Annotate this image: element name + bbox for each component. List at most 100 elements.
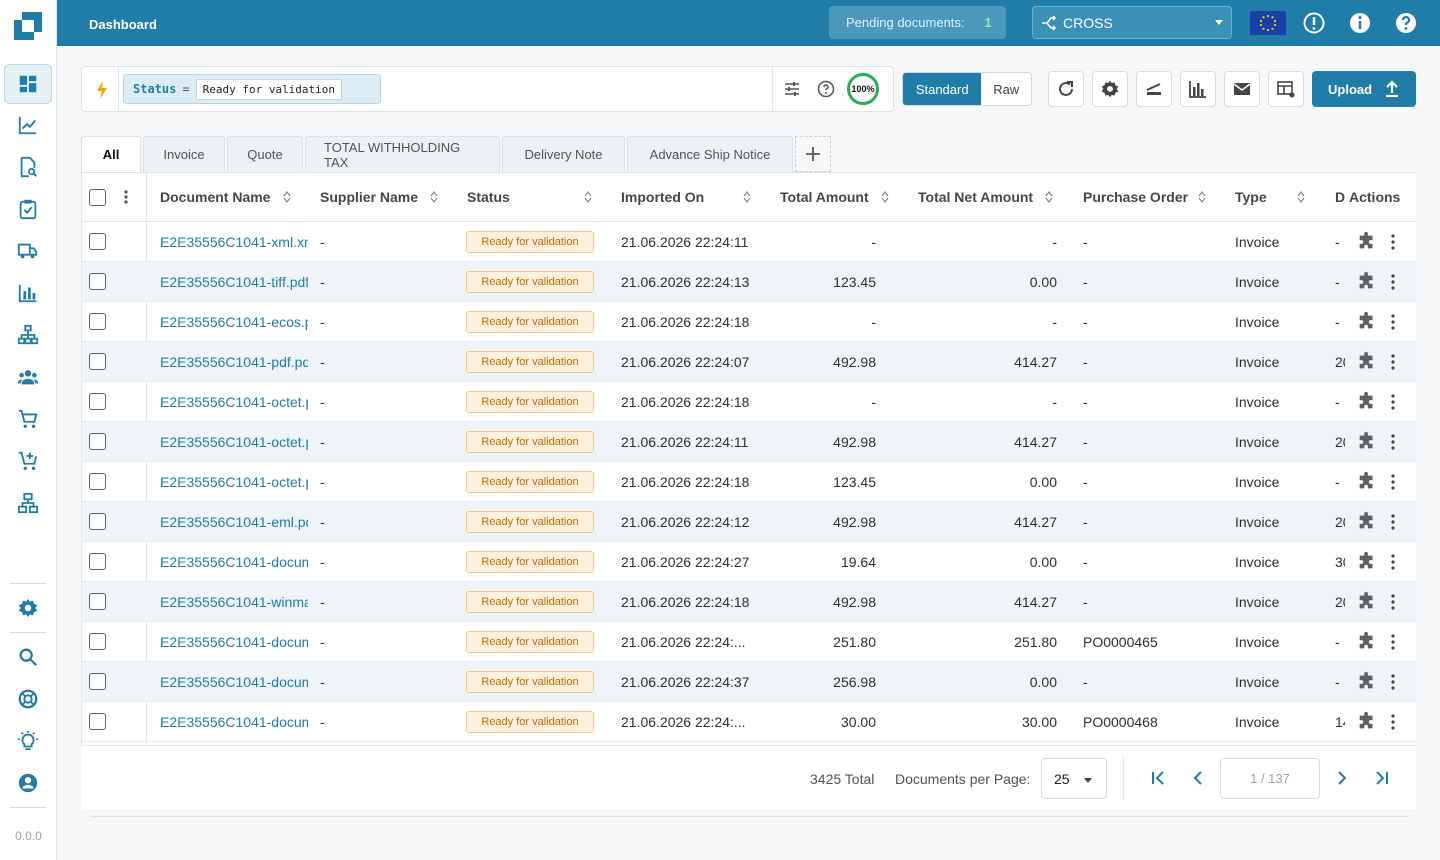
- row-checkbox[interactable]: [89, 473, 106, 490]
- status-filter-chip[interactable]: Status = Ready for validation: [123, 74, 381, 104]
- upload-button[interactable]: Upload: [1312, 71, 1416, 107]
- statistics-button[interactable]: [1180, 71, 1216, 107]
- sidebar-item-account[interactable]: [4, 763, 52, 803]
- row-menu-icon[interactable]: [1390, 353, 1396, 371]
- document-name-link[interactable]: E2E35556C1041-octet.pdf: [160, 434, 308, 450]
- puzzle-icon[interactable]: [1356, 591, 1378, 613]
- row-checkbox[interactable]: [89, 433, 106, 450]
- sort-icon[interactable]: [430, 191, 438, 203]
- sidebar-item-tasks[interactable]: [4, 189, 52, 229]
- info-icon[interactable]: [1348, 11, 1372, 35]
- tab-delivery-note[interactable]: Delivery Note: [502, 136, 625, 172]
- sidebar-item-support[interactable]: [4, 679, 52, 719]
- row-menu-icon[interactable]: [1390, 233, 1396, 251]
- sidebar-item-ideas[interactable]: [4, 721, 52, 761]
- document-name-link[interactable]: E2E35556C1041-eml.pdf: [160, 514, 308, 530]
- table-row[interactable]: E2E35556C1041-ecos.pdf - Ready for validat…: [82, 302, 1416, 342]
- sidebar-item-settings[interactable]: [4, 588, 52, 628]
- document-name-link[interactable]: E2E35556C1041-document.pdf: [160, 634, 308, 650]
- table-row[interactable]: E2E35556C1041-document.pdf-Ready for val…: [82, 662, 1416, 702]
- view-standard-button[interactable]: Standard: [903, 73, 982, 105]
- table-row[interactable]: E2E35556C1041-tiff.pdf - Ready for validat…: [82, 262, 1416, 302]
- document-name-link[interactable]: E2E35556C1041-xml.xml: [160, 234, 308, 250]
- row-checkbox[interactable]: [89, 593, 106, 610]
- select-all-checkbox[interactable]: [89, 189, 106, 206]
- row-checkbox[interactable]: [89, 513, 106, 530]
- pending-documents-button[interactable]: Pending documents: 1: [829, 6, 1006, 39]
- tab-total-withholding-tax[interactable]: TOTAL WITHHOLDING TAX: [305, 136, 500, 172]
- document-name-link[interactable]: E2E35556C1041-pdf.pdf: [160, 354, 308, 370]
- tab-quote[interactable]: Quote: [227, 136, 303, 172]
- row-menu-icon[interactable]: [1390, 273, 1396, 291]
- col-d[interactable]: D: [1335, 189, 1346, 205]
- tab-invoice[interactable]: Invoice: [143, 136, 225, 172]
- table-row[interactable]: E2E35556C1041-document.pdf-Ready for val…: [82, 542, 1416, 582]
- row-menu-icon[interactable]: [1390, 393, 1396, 411]
- table-row[interactable]: E2E35556C1041-octet.pdf-Ready for valida…: [82, 422, 1416, 462]
- row-checkbox[interactable]: [89, 233, 106, 250]
- sidebar-item-cart[interactable]: [4, 399, 52, 439]
- document-name-link[interactable]: E2E35556C1041-tiff.pdf: [160, 274, 308, 290]
- sort-icon[interactable]: [1045, 191, 1053, 203]
- row-menu-icon[interactable]: [1390, 713, 1396, 731]
- puzzle-icon[interactable]: [1356, 551, 1378, 573]
- sidebar-item-analytics[interactable]: [4, 105, 52, 145]
- puzzle-icon[interactable]: [1356, 431, 1378, 453]
- sidebar-item-cart-add[interactable]: [4, 441, 52, 481]
- sidebar-item-delivery[interactable]: [4, 231, 52, 271]
- last-page-icon[interactable]: [1370, 766, 1394, 790]
- row-menu-icon[interactable]: [1390, 673, 1396, 691]
- per-page-select[interactable]: 25: [1041, 758, 1107, 799]
- puzzle-icon[interactable]: [1356, 671, 1378, 693]
- row-checkbox[interactable]: [89, 633, 106, 650]
- col-supplier-name[interactable]: Supplier Name: [320, 189, 419, 205]
- next-page-icon[interactable]: [1330, 766, 1354, 790]
- row-menu-icon[interactable]: [1390, 313, 1396, 331]
- eu-flag-icon[interactable]: [1250, 11, 1286, 35]
- refresh-button[interactable]: [1048, 71, 1084, 107]
- scan-button[interactable]: [1136, 71, 1172, 107]
- sidebar-item-reports[interactable]: [4, 273, 52, 313]
- sidebar-item-search[interactable]: [4, 637, 52, 677]
- tab-advance-ship-notice[interactable]: Advance Ship Notice: [627, 136, 793, 172]
- puzzle-icon[interactable]: [1356, 711, 1378, 733]
- puzzle-icon[interactable]: [1356, 231, 1378, 253]
- puzzle-icon[interactable]: [1356, 311, 1378, 333]
- question-icon[interactable]: [816, 79, 836, 99]
- app-logo[interactable]: [12, 10, 44, 42]
- sidebar-item-users[interactable]: [4, 357, 52, 397]
- row-checkbox[interactable]: [89, 553, 106, 570]
- table-row[interactable]: E2E35556C1041-document.pdf-Ready for val…: [82, 622, 1416, 662]
- sort-icon[interactable]: [1297, 191, 1305, 203]
- view-raw-button[interactable]: Raw: [993, 81, 1020, 97]
- table-row[interactable]: E2E35556C1041-winmail.pdf-Ready for vali…: [82, 582, 1416, 622]
- sidebar-item-dashboard[interactable]: [4, 64, 52, 104]
- puzzle-icon[interactable]: [1356, 471, 1378, 493]
- alert-icon[interactable]: [1302, 11, 1326, 35]
- document-name-link[interactable]: E2E35556C1041-document.pdf: [160, 714, 308, 730]
- sort-icon[interactable]: [881, 191, 889, 203]
- add-tab-button[interactable]: [795, 136, 831, 172]
- sidebar-item-network[interactable]: [4, 483, 52, 523]
- document-name-link[interactable]: E2E35556C1041-ecos.pdf: [160, 314, 308, 330]
- sort-icon[interactable]: [584, 191, 592, 203]
- row-menu-icon[interactable]: [1390, 433, 1396, 451]
- row-menu-icon[interactable]: [1390, 513, 1396, 531]
- help-icon[interactable]: [1394, 11, 1418, 35]
- lightning-icon[interactable]: [95, 80, 109, 100]
- row-checkbox[interactable]: [89, 353, 106, 370]
- page-input[interactable]: 1 / 137: [1220, 758, 1320, 799]
- table-row[interactable]: E2E35556C1041-octet.pdf-Ready for valida…: [82, 382, 1416, 422]
- col-total-net-amount[interactable]: Total Net Amount: [918, 189, 1034, 205]
- row-menu-icon[interactable]: [1390, 553, 1396, 571]
- column-menu-icon[interactable]: [123, 189, 129, 205]
- mail-button[interactable]: [1224, 71, 1260, 107]
- table-row[interactable]: E2E35556C1041-document.pdf-Ready for val…: [82, 702, 1416, 742]
- col-total-amount[interactable]: Total Amount: [780, 189, 869, 205]
- row-checkbox[interactable]: [89, 313, 106, 330]
- col-type[interactable]: Type: [1235, 189, 1267, 205]
- first-page-icon[interactable]: [1146, 766, 1170, 790]
- sliders-icon[interactable]: [782, 79, 802, 99]
- organization-select[interactable]: CROSS: [1032, 6, 1232, 39]
- row-menu-icon[interactable]: [1390, 633, 1396, 651]
